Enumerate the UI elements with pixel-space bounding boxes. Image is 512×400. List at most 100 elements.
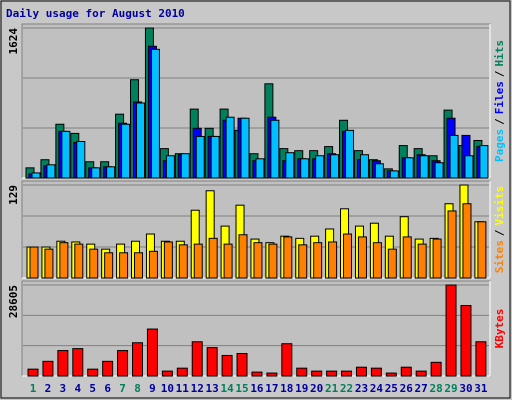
x-tick-label: 10 <box>161 382 174 395</box>
bar <box>432 238 442 279</box>
bar <box>102 360 114 377</box>
legend-entry: Visits <box>493 186 506 226</box>
bar <box>42 360 54 377</box>
x-tick-label: 30 <box>459 382 472 395</box>
bar <box>285 152 295 179</box>
bar <box>387 248 397 279</box>
bar <box>341 370 353 377</box>
y-tick-label: 28605 <box>7 285 20 318</box>
bar <box>117 350 129 377</box>
x-tick-label: 19 <box>295 382 308 395</box>
x-tick-label: 3 <box>60 382 67 395</box>
bar <box>251 371 263 377</box>
bar <box>255 158 265 179</box>
y-tick-label: 129 <box>7 185 20 205</box>
panel <box>21 23 491 179</box>
x-tick-label: 22 <box>340 382 353 395</box>
bar <box>400 366 412 377</box>
bar <box>270 119 280 179</box>
x-tick-label: 16 <box>250 382 264 395</box>
x-tick-label: 28 <box>429 382 442 395</box>
bar <box>72 348 84 377</box>
legend: KBytes <box>493 309 506 349</box>
bar <box>223 243 233 279</box>
bar <box>475 341 487 377</box>
bar <box>221 354 233 377</box>
chart-title: Daily usage for August 2010 <box>6 7 185 20</box>
bar <box>57 350 69 377</box>
bar <box>402 236 412 279</box>
legend: Sites / Visits <box>493 186 506 274</box>
bar <box>343 233 353 279</box>
bar <box>268 243 278 279</box>
x-tick-label: 18 <box>280 382 293 395</box>
bar <box>29 246 39 279</box>
x-tick-label: 11 <box>176 382 190 395</box>
legend-entry: KBytes <box>493 309 506 349</box>
y-tick-label: 1624 <box>7 28 20 55</box>
bar <box>178 244 188 279</box>
bar <box>146 328 158 377</box>
bar <box>161 370 173 377</box>
x-tick-label: 9 <box>149 382 156 395</box>
legend-entry: Pages <box>493 129 506 162</box>
x-tick-label: 14 <box>220 382 234 395</box>
bar <box>180 153 190 179</box>
bar <box>121 123 131 179</box>
bar <box>462 203 472 279</box>
bar <box>355 366 367 377</box>
x-tick-label: 1 <box>30 382 37 395</box>
bar <box>240 117 250 179</box>
bar <box>313 242 323 279</box>
bar <box>119 252 129 279</box>
bar <box>132 342 144 377</box>
bar <box>31 172 41 179</box>
bar <box>46 164 56 179</box>
bar <box>210 135 220 179</box>
x-tick-label: 29 <box>444 382 457 395</box>
bar <box>479 145 489 179</box>
bar <box>415 370 427 377</box>
x-tick-label: 8 <box>134 382 141 395</box>
bar <box>315 155 325 179</box>
bar <box>89 248 99 279</box>
x-tick-label: 17 <box>265 382 278 395</box>
bar <box>477 221 487 279</box>
bar <box>283 236 293 279</box>
bar <box>238 234 248 279</box>
x-tick-label: 27 <box>415 382 428 395</box>
bar <box>195 135 205 179</box>
x-tick-label: 6 <box>104 382 111 395</box>
bar <box>460 305 472 377</box>
legend-separator: / <box>493 70 506 77</box>
x-tick-label: 2 <box>45 382 52 395</box>
bar <box>236 352 248 377</box>
bar <box>389 170 399 179</box>
x-tick-label: 15 <box>235 382 248 395</box>
legend-entry: Files <box>493 81 506 114</box>
bar <box>447 210 457 279</box>
bar <box>370 367 382 377</box>
legend-separator: / <box>493 118 506 125</box>
bar <box>385 372 397 377</box>
bar <box>357 236 367 279</box>
legend-entry: Hits <box>493 40 506 67</box>
bar <box>445 284 457 377</box>
bar <box>44 248 54 279</box>
bar <box>330 154 340 179</box>
bar <box>136 102 146 179</box>
x-tick-label: 21 <box>325 382 339 395</box>
x-tick-label: 20 <box>310 382 323 395</box>
bar <box>59 242 69 279</box>
panel <box>21 280 491 377</box>
bar <box>148 250 158 279</box>
x-tick-label: 26 <box>400 382 414 395</box>
bar <box>449 134 459 179</box>
x-tick-label: 23 <box>355 382 368 395</box>
legend-separator: / <box>493 229 506 236</box>
bar <box>404 157 414 179</box>
bar <box>326 370 338 377</box>
bar <box>76 141 86 179</box>
